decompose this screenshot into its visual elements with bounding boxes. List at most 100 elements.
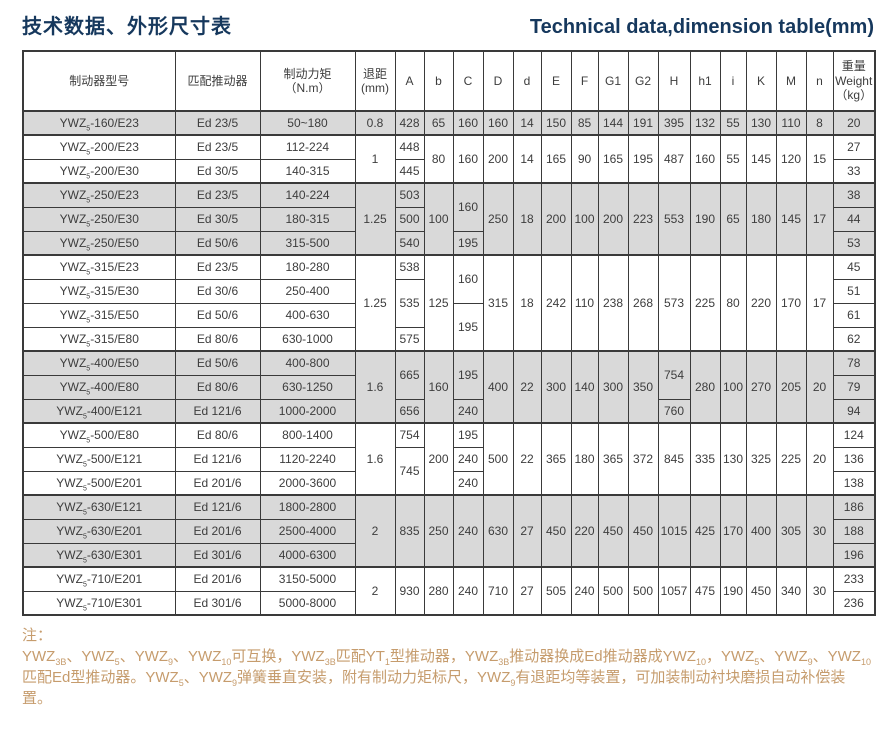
cell-G2: 268 bbox=[627, 254, 659, 352]
cell-h1: 132 bbox=[689, 110, 721, 136]
cell-torque: 630-1250 bbox=[259, 374, 356, 400]
cell-gap: 1.6 bbox=[354, 422, 396, 496]
cell-thruster: Ed 50/6 bbox=[174, 350, 261, 376]
cell-torque: 400-800 bbox=[259, 350, 356, 376]
cell-A: 745 bbox=[394, 446, 425, 496]
cell-thruster: Ed 121/6 bbox=[174, 446, 261, 472]
cell-C: 240 bbox=[452, 398, 484, 424]
page: 技术数据、外形尺寸表 Technical data,dimension tabl… bbox=[22, 10, 876, 709]
cell-H: 754 bbox=[657, 350, 691, 400]
cell-G2: 500 bbox=[627, 566, 659, 616]
cell-torque: 1000-2000 bbox=[259, 398, 356, 424]
cell-h1: 335 bbox=[689, 422, 721, 496]
cell-K: 145 bbox=[745, 134, 777, 184]
table-row: YWZ5-315/E80 Ed 80/6 630-1000 575 62 bbox=[22, 326, 876, 352]
cell-model: YWZ5-160/E23 bbox=[22, 110, 176, 136]
cell-n: 20 bbox=[805, 422, 834, 496]
cell-n: 30 bbox=[805, 566, 834, 616]
table-row: YWZ5-630/E201 Ed 201/6 2500-4000 188 bbox=[22, 518, 876, 544]
cell-H: 1015 bbox=[657, 494, 691, 568]
title-bar: 技术数据、外形尺寸表 Technical data,dimension tabl… bbox=[22, 10, 874, 39]
cell-torque: 5000-8000 bbox=[259, 590, 356, 616]
cell-i: 190 bbox=[719, 566, 747, 616]
cell-torque: 50~180 bbox=[259, 110, 356, 136]
column-header-A: A bbox=[394, 50, 425, 112]
column-header-weight: 重量 Weight （kg） bbox=[832, 50, 876, 112]
cell-F: 90 bbox=[570, 134, 599, 184]
table-row: YWZ5-315/E23 Ed 23/5 180-280 1.25 538 125 160 3… bbox=[22, 254, 876, 352]
cell-A: 503 bbox=[394, 182, 425, 208]
cell-thruster: Ed 121/6 bbox=[174, 494, 261, 520]
cell-C: 160 bbox=[452, 110, 484, 136]
cell-F: 220 bbox=[570, 494, 599, 568]
cell-d: 27 bbox=[512, 566, 542, 616]
cell-gap: 2 bbox=[354, 494, 396, 568]
cell-weight: 124 bbox=[832, 422, 876, 448]
cell-G1: 165 bbox=[597, 134, 629, 184]
cell-G1: 450 bbox=[597, 494, 629, 568]
cell-model: YWZ5-315/E50 bbox=[22, 302, 176, 328]
cell-M: 120 bbox=[775, 134, 807, 184]
cell-weight: 186 bbox=[832, 494, 876, 520]
column-header-torque: 制动力矩 （N.m） bbox=[259, 50, 356, 112]
cell-b: 280 bbox=[423, 566, 454, 616]
cell-A: 754 bbox=[394, 422, 425, 448]
table-row: YWZ5-710/E201 Ed 201/6 3150-5000 2 930 280 240… bbox=[22, 566, 876, 616]
cell-h1: 190 bbox=[689, 182, 721, 256]
cell-M: 145 bbox=[775, 182, 807, 256]
cell-C: 195 bbox=[452, 422, 484, 448]
cell-G1: 144 bbox=[597, 110, 629, 136]
cell-A: 428 bbox=[394, 110, 425, 136]
cell-weight: 20 bbox=[832, 110, 876, 136]
cell-G2: 350 bbox=[627, 350, 659, 424]
cell-G2: 195 bbox=[627, 134, 659, 184]
column-header-b: b bbox=[423, 50, 454, 112]
cell-thruster: Ed 301/6 bbox=[174, 542, 261, 568]
cell-model: YWZ5-400/E50 bbox=[22, 350, 176, 376]
cell-H: 395 bbox=[657, 110, 691, 136]
cell-C: 160 bbox=[452, 134, 484, 184]
cell-thruster: Ed 201/6 bbox=[174, 518, 261, 544]
cell-b: 160 bbox=[423, 350, 454, 424]
cell-G2: 191 bbox=[627, 110, 659, 136]
cell-gap: 1.25 bbox=[354, 182, 396, 256]
cell-i: 55 bbox=[719, 134, 747, 184]
cell-E: 165 bbox=[540, 134, 572, 184]
cell-i: 100 bbox=[719, 350, 747, 424]
cell-A: 535 bbox=[394, 278, 425, 328]
cell-D: 400 bbox=[482, 350, 514, 424]
cell-h1: 160 bbox=[689, 134, 721, 184]
table-row: YWZ5-710/E301 Ed 301/6 5000-8000 236 bbox=[22, 590, 876, 616]
table-row: YWZ5-160/E23 Ed 23/5 50~180 0.8 428 65 160 160 1… bbox=[22, 110, 876, 136]
cell-K: 180 bbox=[745, 182, 777, 256]
cell-weight: 53 bbox=[832, 230, 876, 256]
cell-model: YWZ5-250/E30 bbox=[22, 206, 176, 232]
cell-G1: 300 bbox=[597, 350, 629, 424]
cell-A: 835 bbox=[394, 494, 425, 568]
cell-weight: 188 bbox=[832, 518, 876, 544]
cell-thruster: Ed 201/6 bbox=[174, 470, 261, 496]
column-header-G2: G2 bbox=[627, 50, 659, 112]
cell-model: YWZ5-400/E80 bbox=[22, 374, 176, 400]
cell-thruster: Ed 301/6 bbox=[174, 590, 261, 616]
cell-d: 18 bbox=[512, 182, 542, 256]
cell-i: 130 bbox=[719, 422, 747, 496]
cell-K: 325 bbox=[745, 422, 777, 496]
cell-torque: 140-315 bbox=[259, 158, 356, 184]
footnote: 注： YWZ3B、YWZ5、YWZ9、YWZ10可互换，YWZ3B匹配YT1型推… bbox=[22, 625, 874, 709]
cell-A: 930 bbox=[394, 566, 425, 616]
cell-b: 100 bbox=[423, 182, 454, 256]
column-header-M: M bbox=[775, 50, 807, 112]
cell-D: 630 bbox=[482, 494, 514, 568]
cell-b: 80 bbox=[423, 134, 454, 184]
column-header-K: K bbox=[745, 50, 777, 112]
cell-thruster: Ed 23/5 bbox=[174, 182, 261, 208]
cell-model: YWZ5-200/E23 bbox=[22, 134, 176, 160]
cell-d: 22 bbox=[512, 422, 542, 496]
cell-M: 225 bbox=[775, 422, 807, 496]
cell-C: 160 bbox=[452, 182, 484, 232]
cell-M: 340 bbox=[775, 566, 807, 616]
cell-thruster: Ed 121/6 bbox=[174, 398, 261, 424]
cell-thruster: Ed 80/6 bbox=[174, 374, 261, 400]
cell-torque: 112-224 bbox=[259, 134, 356, 160]
